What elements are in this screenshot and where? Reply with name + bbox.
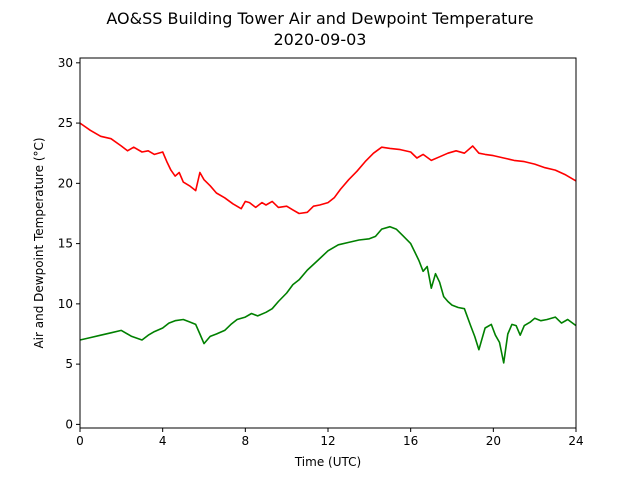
y-tick-label: 5 — [65, 357, 73, 371]
chart-title: AO&SS Building Tower Air and Dewpoint Te… — [106, 9, 533, 28]
x-tick-label: 0 — [76, 434, 84, 448]
y-tick-label: 25 — [58, 116, 73, 130]
x-tick-label: 8 — [242, 434, 250, 448]
x-tick-label: 4 — [159, 434, 167, 448]
x-tick-label: 24 — [568, 434, 583, 448]
series-line-1 — [79, 225, 577, 364]
x-tick-label: 20 — [486, 434, 501, 448]
y-tick-label: 0 — [65, 417, 73, 431]
y-tick-label: 10 — [58, 297, 73, 311]
x-tick-label: 12 — [320, 434, 335, 448]
chart-subtitle: 2020-09-03 — [274, 30, 367, 49]
series-line-0 — [79, 122, 577, 215]
plot-area — [79, 122, 577, 364]
plot-frame — [79, 57, 577, 429]
y-tick-label: 30 — [58, 56, 73, 70]
x-axis-label: Time (UTC) — [294, 455, 361, 469]
x-tick-label: 16 — [403, 434, 418, 448]
axis-ticks: 0 4 8 12 16 20 24 0 5 10 15 20 25 30 — [58, 56, 584, 448]
y-tick-label: 15 — [58, 237, 73, 251]
y-axis-label: Air and Dewpoint Temperature (°C) — [32, 137, 46, 348]
y-tick-label: 20 — [58, 176, 73, 190]
